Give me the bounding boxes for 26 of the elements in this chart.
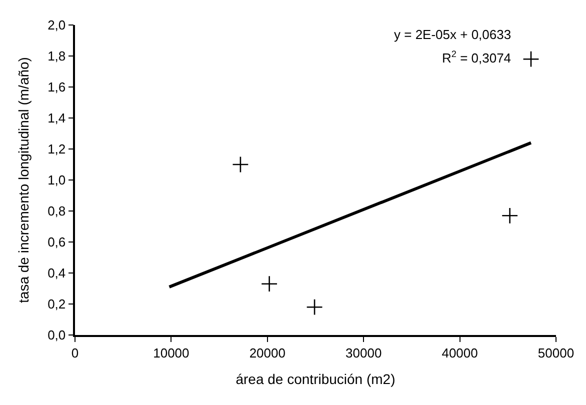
point — [501, 207, 518, 224]
y-tick-label: 1,0 — [48, 172, 66, 188]
x-tick-label: 20000 — [249, 345, 286, 360]
y-tick-label: 0,4 — [48, 266, 66, 281]
x-tick-label: 10000 — [153, 345, 190, 360]
annotation: R$^{2}$ = 0,3074 — [442, 49, 512, 66]
point — [260, 276, 278, 292]
point — [522, 50, 540, 68]
y-tick-label: 0,6 — [48, 234, 66, 250]
y-tick-label: 1,4 — [48, 110, 66, 126]
x-axis-title: área de contribución (m2) — [236, 371, 396, 388]
y-tick-label: 1,6 — [48, 80, 66, 95]
y-tick-label: 1,8 — [48, 48, 66, 64]
x-tick-label: 50000 — [538, 345, 574, 360]
x-tick-label: 30000 — [346, 345, 382, 360]
x-tick-label: 0 — [71, 345, 79, 360]
y-tick-label: 2,0 — [48, 18, 66, 33]
x-tick-label: 40000 — [442, 345, 478, 360]
point — [306, 298, 323, 316]
y-tick-label: 0,2 — [48, 296, 66, 312]
y-axis-title: tasa de incremento longitudinal (m/año) — [16, 57, 32, 303]
annotation: y = 2E-05x + 0,0633 — [394, 27, 512, 42]
y-tick-label: 0,0 — [48, 328, 66, 343]
y-tick-label: 1,2 — [48, 142, 66, 157]
y-tick-label: 0,8 — [48, 204, 66, 219]
point — [232, 156, 249, 173]
